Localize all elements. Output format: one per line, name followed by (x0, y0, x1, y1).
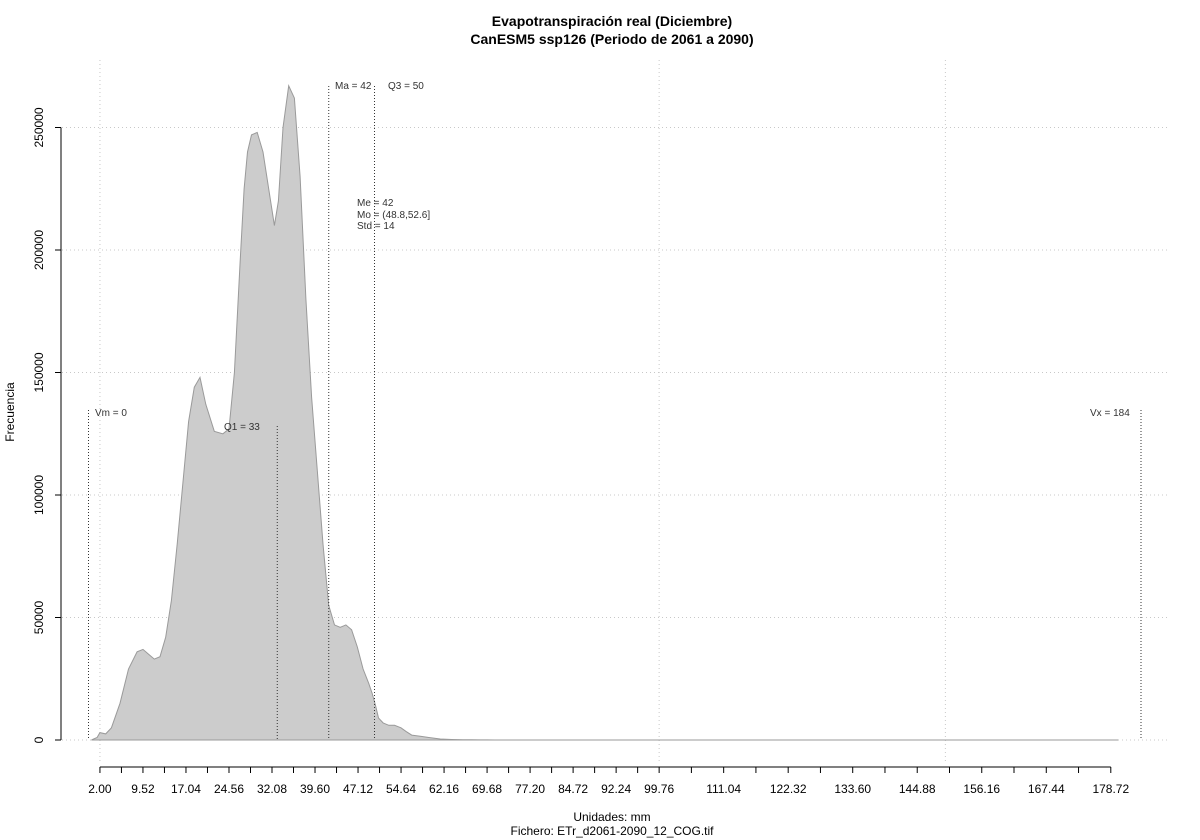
x-tick-label: 39.60 (300, 782, 330, 796)
vx-label: Vx = 184 (1090, 408, 1130, 419)
y-tick-label: 0 (32, 736, 46, 743)
x-tick-label: 2.00 (88, 782, 112, 796)
x-tick-label: 178.72 (1092, 782, 1129, 796)
x-tick-label: 9.52 (131, 782, 155, 796)
y-axis-title: Frecuencia (3, 382, 17, 442)
y-tick-label: 200000 (32, 230, 46, 270)
x-tick-label: 24.56 (214, 782, 244, 796)
file-caption: Fichero: ETr_d2061-2090_12_COG.tif (511, 824, 715, 838)
x-tick-label: 17.04 (171, 782, 201, 796)
density-area-path (91, 84, 1119, 741)
density-area (91, 84, 1119, 741)
marker-lines (88, 86, 1142, 740)
y-tick-label: 50000 (32, 600, 46, 634)
x-tick-label: 122.32 (770, 782, 807, 796)
chart-subtitle: CanESM5 ssp126 (Periodo de 2061 a 2090) (470, 31, 753, 47)
x-tick-label: 156.16 (963, 782, 1000, 796)
x-tick-label: 99.76 (644, 782, 674, 796)
x-tick-label: 47.12 (343, 782, 373, 796)
x-tick-label: 167.44 (1028, 782, 1065, 796)
x-tick-label: 144.88 (899, 782, 936, 796)
axes: 0 50000 100000 150000 200000 250000 2.00 9.52 17… (32, 107, 1129, 796)
x-axis-title: Unidades: mm (573, 810, 650, 824)
q1-label: Q1 = 33 (224, 422, 260, 433)
stat-std: Std = 14 (357, 221, 395, 232)
y-tick-label: 250000 (32, 107, 46, 147)
q3-label: Q3 = 50 (388, 81, 424, 92)
ma-label: Ma = 42 (335, 81, 372, 92)
x-tick-label: 111.04 (706, 782, 741, 796)
stat-mode: Mo = (48.8,52.6] (357, 210, 430, 221)
x-tick-label: 54.64 (386, 782, 416, 796)
chart-title: Evapotranspiración real (Diciembre) (492, 13, 732, 29)
x-tick-label: 77.20 (515, 782, 545, 796)
x-tick-label: 32.08 (257, 782, 287, 796)
y-tick-label: 100000 (32, 475, 46, 515)
x-tick-label: 84.72 (558, 782, 588, 796)
x-tick-label: 133.60 (834, 782, 871, 796)
x-tick-label: 92.24 (601, 782, 631, 796)
y-tick-label: 150000 (32, 352, 46, 392)
stat-median: Me = 42 (357, 198, 394, 209)
vm-label: Vm = 0 (95, 408, 127, 419)
x-tick-label: 62.16 (429, 782, 459, 796)
x-tick-label: 69.68 (472, 782, 502, 796)
